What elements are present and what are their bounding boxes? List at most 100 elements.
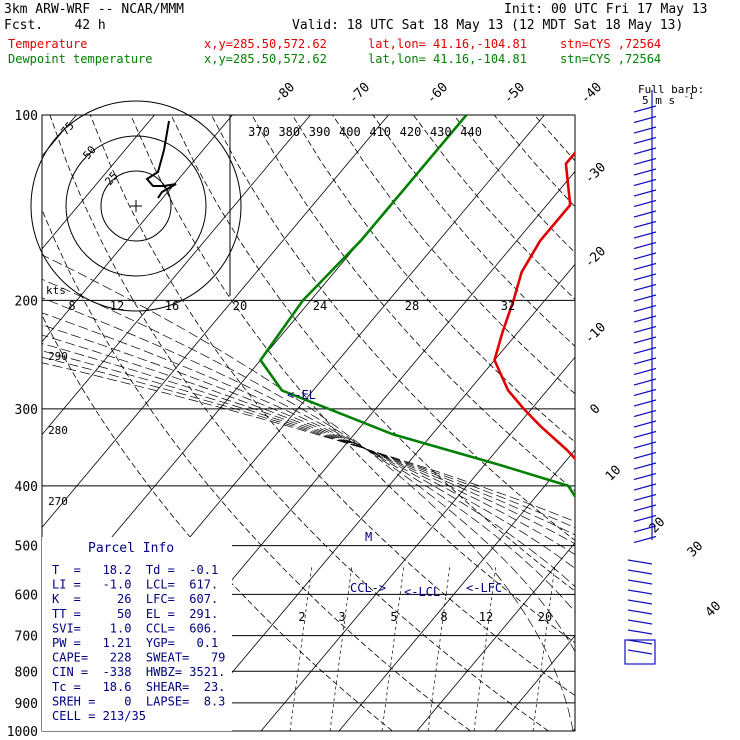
legend-dewpoint-stn: stn=CYS ,72564 <box>560 52 662 66</box>
isotherm-label: -20 <box>582 244 609 271</box>
wind-barb <box>633 357 657 365</box>
pressure-label-800: 800 <box>15 665 38 680</box>
hodograph-ring <box>100 170 172 242</box>
mixing-ratio-label: 12 <box>479 610 493 624</box>
hodograph-ring <box>30 100 242 312</box>
wind-barb <box>633 420 657 428</box>
dry-adiabat <box>211 115 575 542</box>
wind-barb <box>633 315 657 323</box>
pressure-label-200: 200 <box>15 294 38 309</box>
isotherm-label: -60 <box>424 80 451 107</box>
dry-adiabat <box>453 115 575 254</box>
ccl-marker: CCL-> <box>350 581 386 595</box>
mixing-ratio-label: 20 <box>538 610 552 624</box>
parcel-row: K = 26 LFC= 607. <box>52 592 218 606</box>
init-time: Init: 00 UTC Fri 17 May 13 <box>504 2 708 17</box>
barb-legend-units: 5 m s <box>642 94 675 107</box>
theta-e-label: 370 <box>248 125 270 139</box>
wind-barb <box>627 599 653 605</box>
dry-adiabat <box>412 115 575 300</box>
mixing-ratio-line <box>473 564 497 731</box>
model-title: 3km ARW-WRF -- NCAR/MMM <box>4 2 185 17</box>
hodograph-axis-label: 24 <box>313 299 327 313</box>
mixing-ratio-label: 8 <box>440 610 447 624</box>
hodograph-ring-label: 50 <box>80 143 98 162</box>
isotherm-line <box>42 115 311 436</box>
mixing-ratio-label: 5 <box>390 610 397 624</box>
pressure-label-900: 900 <box>15 697 38 712</box>
lfc-marker: <-LFC <box>466 581 502 595</box>
parcel-row: CELL = 213/35 <box>52 709 146 723</box>
pressure-label-300: 300 <box>15 403 38 418</box>
wind-barb <box>633 273 657 281</box>
wind-barb <box>633 462 657 470</box>
wind-barb <box>633 294 657 302</box>
wind-barb <box>633 493 657 502</box>
theta-label: 280 <box>48 424 68 437</box>
legend-dewpoint-xy: x,y=285.50,572.62 <box>204 52 327 66</box>
pressure-label-1000: 1000 <box>7 725 38 740</box>
wind-barb <box>633 147 657 155</box>
wind-barb <box>633 241 657 250</box>
isotherm-line <box>416 542 575 731</box>
legend-dewpoint-latlon: lat,lon= 41.16,-104.81 <box>368 52 527 66</box>
dry-adiabat <box>42 208 471 731</box>
wind-barb <box>633 115 657 124</box>
mixing-ratio-label: 2 <box>298 610 305 624</box>
isotherm-label: -50 <box>501 80 528 107</box>
wind-barb <box>633 157 657 166</box>
wind-barb <box>633 441 657 449</box>
parcel-row: Tc = 18.6 SHEAR= 23. <box>52 680 225 694</box>
theta-e-label: 390 <box>309 125 331 139</box>
theta-e-label: 440 <box>460 125 482 139</box>
forecast-hour: Fcst. 42 h <box>4 18 106 33</box>
pressure-label-500: 500 <box>15 540 38 555</box>
mixing-ratio-line <box>289 564 313 731</box>
isotherm-label: -70 <box>346 80 373 107</box>
parcel-box <box>42 537 232 731</box>
wind-barb <box>633 367 657 376</box>
isotherm-line <box>338 449 575 731</box>
isotherm-line <box>42 115 233 343</box>
hodograph-axis-label: 12 <box>110 299 124 313</box>
isotherm-label: -10 <box>582 320 609 347</box>
isotherm-label: -80 <box>271 80 298 107</box>
isotherm-line <box>651 115 740 731</box>
dry-adiabat <box>89 115 575 697</box>
hodograph-axis-label: 8 <box>68 299 75 313</box>
moist-adiabat <box>42 312 575 588</box>
parcel-row: TT = 50 EL = 291. <box>52 607 218 621</box>
wind-barb <box>627 629 653 635</box>
isotherm-line <box>729 115 740 731</box>
barb-legend-title: Full barb: <box>638 83 704 96</box>
wind-barb <box>633 252 657 260</box>
wind-barb <box>627 639 653 645</box>
dry-adiabat <box>696 115 740 731</box>
mixing-ratio-line <box>329 564 353 731</box>
isotherm-label: 0 <box>587 401 603 417</box>
plot-frame <box>41 114 576 732</box>
wind-barb <box>633 483 657 491</box>
dry-adiabat <box>372 115 575 347</box>
wind-barb <box>633 430 657 439</box>
wind-barb <box>633 336 657 344</box>
lcl-marker: <-LCL <box>404 585 440 599</box>
pressure-label-600: 600 <box>15 588 38 603</box>
dry-adiabat <box>332 115 575 395</box>
wind-barb <box>633 504 657 512</box>
isotherm-label: 20 <box>647 515 669 537</box>
hodograph-trace <box>145 120 177 199</box>
dry-adiabat <box>49 115 549 731</box>
theta-e-label: 430 <box>430 125 452 139</box>
wind-barb <box>633 346 657 355</box>
isotherm-line <box>572 727 575 731</box>
wind-barb <box>633 126 657 134</box>
wind-barb <box>627 649 653 655</box>
theta-label: 270 <box>48 495 68 508</box>
wind-barb <box>627 579 653 585</box>
hodograph-axis-label: 16 <box>165 299 179 313</box>
dry-adiabat <box>130 115 575 644</box>
dry-adiabat <box>656 115 740 731</box>
legend-temperature-stn: stn=CYS ,72564 <box>560 37 662 51</box>
